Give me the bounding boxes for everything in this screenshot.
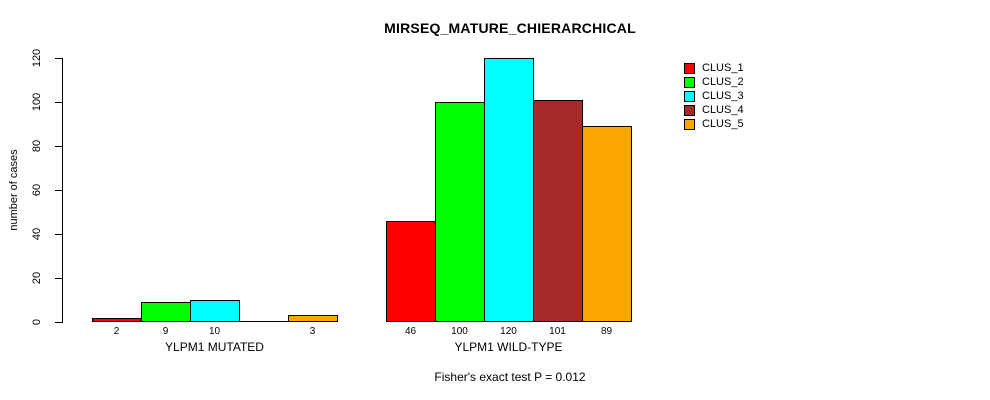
y-tick-label: 0 bbox=[31, 318, 43, 326]
legend-label-clus_4: CLUS_4 bbox=[702, 103, 744, 116]
bar-clus_2 bbox=[141, 302, 191, 322]
bar-clus_5 bbox=[582, 126, 632, 322]
y-tick-label: 40 bbox=[31, 227, 43, 241]
y-tick-mark bbox=[55, 58, 62, 59]
legend-row-clus_5: CLUS_5 bbox=[684, 117, 744, 131]
legend-swatch-clus_3 bbox=[684, 90, 695, 102]
group-label: YLPM1 MUTATED bbox=[165, 340, 264, 354]
chart-title: MIRSEQ_MATURE_CHIERARCHICAL bbox=[384, 20, 636, 36]
y-tick-mark bbox=[55, 322, 62, 323]
legend-row-clus_4: CLUS_4 bbox=[684, 103, 744, 117]
y-axis-line bbox=[62, 58, 63, 323]
legend-row-clus_1: CLUS_1 bbox=[684, 61, 744, 75]
bar-value-label: 120 bbox=[500, 326, 517, 337]
legend-swatch-clus_5 bbox=[684, 118, 695, 130]
bar-value-label: 9 bbox=[162, 326, 169, 337]
y-tick-label: 100 bbox=[31, 92, 43, 112]
bar-value-label: 101 bbox=[549, 326, 566, 337]
bar-clus_4 bbox=[533, 100, 583, 322]
legend-swatch-clus_2 bbox=[684, 76, 695, 88]
y-tick-label: 20 bbox=[31, 271, 43, 285]
y-tick-label: 120 bbox=[31, 48, 43, 68]
legend-label-clus_1: CLUS_1 bbox=[702, 61, 744, 74]
legend-label-clus_2: CLUS_2 bbox=[702, 75, 744, 88]
bar-value-label: 89 bbox=[600, 326, 613, 337]
bar-value-label: 10 bbox=[208, 326, 221, 337]
legend-row-clus_2: CLUS_2 bbox=[684, 75, 744, 89]
bar-value-label: 46 bbox=[404, 326, 417, 337]
bar-clus_2 bbox=[435, 102, 485, 322]
fisher-test-annotation: Fisher's exact test P = 0.012 bbox=[434, 370, 586, 384]
y-tick-mark bbox=[55, 234, 62, 235]
y-axis-label: number of cases bbox=[8, 149, 20, 231]
y-tick-label: 80 bbox=[31, 139, 43, 153]
bar-clus_5 bbox=[288, 315, 338, 322]
legend: CLUS_1 CLUS_2 CLUS_3 CLUS_4 CLUS_5 bbox=[684, 61, 744, 131]
group-label: YLPM1 WILD-TYPE bbox=[454, 340, 563, 354]
legend-label-clus_3: CLUS_3 bbox=[702, 89, 744, 102]
bar-clus_3 bbox=[190, 300, 240, 322]
y-tick-mark bbox=[55, 190, 62, 191]
legend-swatch-clus_1 bbox=[684, 62, 695, 74]
bar-clus_1 bbox=[92, 318, 142, 322]
y-tick-mark bbox=[55, 102, 62, 103]
y-tick-label: 60 bbox=[31, 183, 43, 197]
bar-clus_1 bbox=[386, 221, 436, 322]
legend-label-clus_5: CLUS_5 bbox=[702, 117, 744, 130]
y-tick-mark bbox=[55, 146, 62, 147]
legend-swatch-clus_4 bbox=[684, 104, 695, 116]
bar-clus_3 bbox=[484, 58, 534, 322]
y-tick-mark bbox=[55, 278, 62, 279]
bar-value-label: 3 bbox=[309, 326, 316, 337]
legend-row-clus_3: CLUS_3 bbox=[684, 89, 744, 103]
bar-value-label: 100 bbox=[451, 326, 468, 337]
bar-value-label: 2 bbox=[113, 326, 120, 337]
